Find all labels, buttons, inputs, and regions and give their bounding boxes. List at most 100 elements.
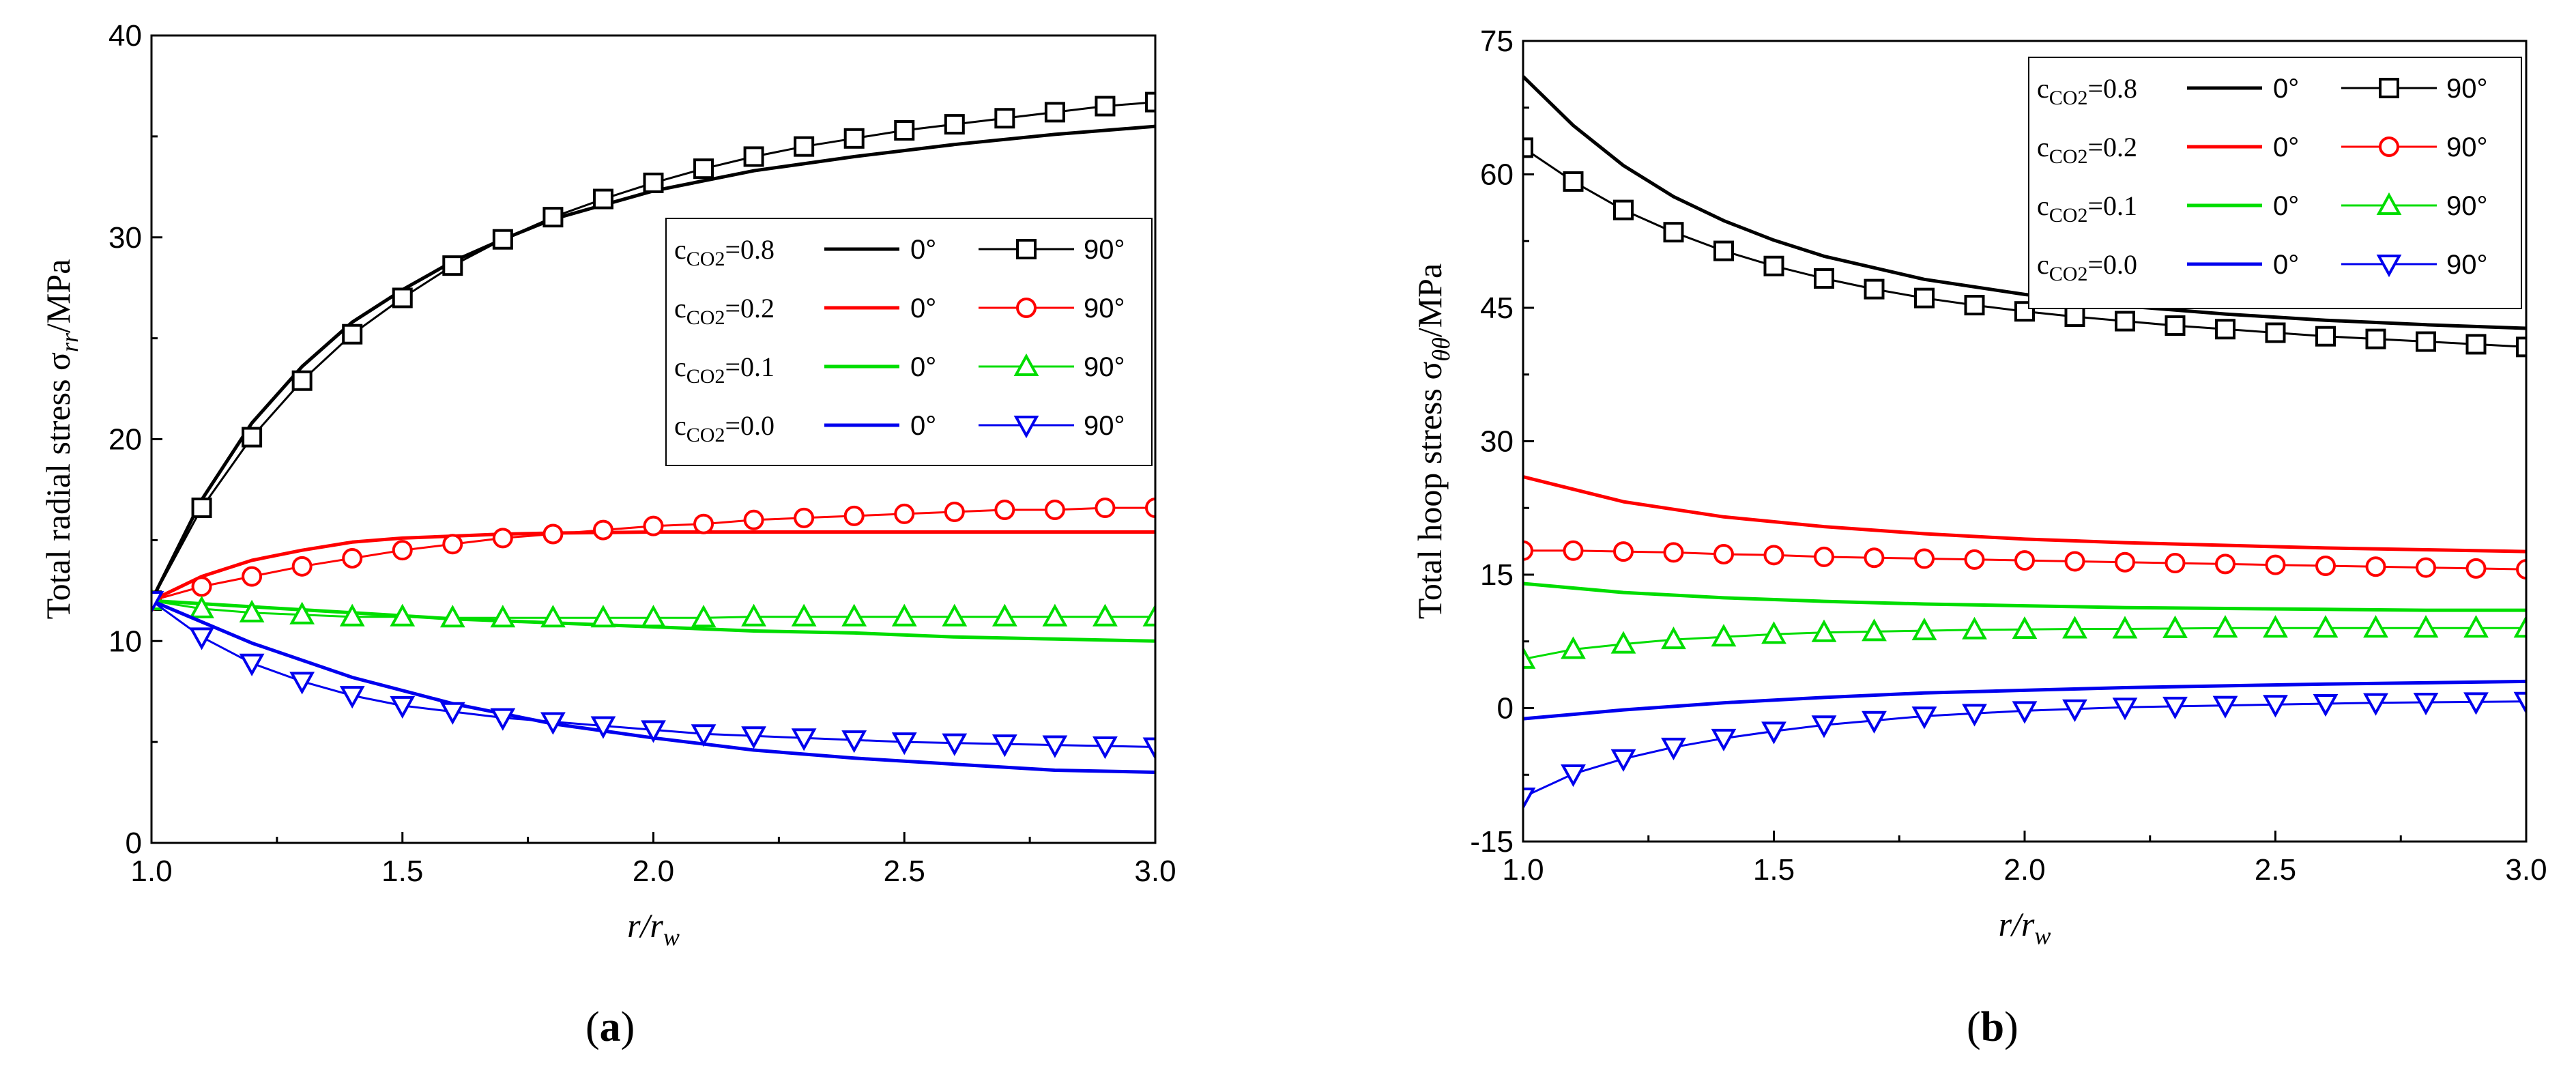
data-point-3-13 [2165,553,2186,574]
x-axis-title: r/rw [627,906,680,951]
data-point-1-2 [1613,199,1634,220]
data-point-1-5 [392,287,413,308]
data-point-3-15 [2265,554,2286,575]
x-tick-label: 3.0 [2505,853,2547,887]
data-point-3-16 [2315,555,2336,576]
data-point-3-9 [592,519,613,541]
data-point-7-8 [540,712,566,735]
data-point-1-9 [1964,295,1985,316]
data-point-7-15 [2263,695,2288,718]
y-axis-title-unit: /MPa [39,259,77,333]
panel-label: (a) [585,1004,635,1050]
data-point-5-11 [691,605,717,628]
data-point-7-12 [741,726,766,749]
legend-deg-0: 0° [2273,191,2299,221]
data-point-5-1 [189,595,214,618]
data-point-5-5 [390,603,416,627]
legend-label-base: c [674,234,686,265]
legend-deg-0: 0° [910,352,936,382]
data-point-7-1 [189,627,214,650]
y-tick-label: 40 [108,19,142,53]
data-point-5-10 [2012,616,2038,640]
x-tick-label: 1.0 [130,855,172,888]
data-point-7-10 [2012,701,2038,724]
data-point-5-19 [2463,615,2489,638]
data-point-5-8 [540,605,566,628]
data-point-1-12 [743,146,764,167]
legend-swatch-marker [1016,298,1037,318]
data-point-7-16 [2313,693,2339,717]
data-point-5-7 [1862,618,1887,642]
data-point-7-18 [2413,693,2439,716]
data-point-1-14 [843,128,865,149]
legend-label: cCO2=0.2 [2037,132,2137,168]
data-point-5-9 [1962,616,1987,640]
data-point-3-15 [894,503,915,524]
y-axis-title-base: Total radial stress σ [39,352,77,619]
data-point-3-19 [2465,558,2487,579]
data-point-5-18 [2413,615,2439,638]
data-point-5-20 [2513,615,2526,638]
data-point-7-20 [1142,737,1155,760]
data-point-7-7 [1862,710,1887,734]
legend: cCO2=0.8 0° 90°cCO2=0.2 0° 90°cCO2=0.1 0° 90°c… [665,218,1153,466]
legend-label-value: =0.2 [725,293,775,324]
data-point-5-8 [1911,617,1937,641]
data-point-3-1 [191,576,212,597]
data-point-7-14 [2212,695,2238,719]
legend-label-value: =0.2 [2087,132,2137,162]
data-point-7-13 [791,728,817,751]
data-point-3-3 [291,556,313,577]
data-point-7-19 [1092,736,1118,760]
legend-label-base: c [674,293,686,324]
legend-deg-90: 90° [2446,132,2488,162]
data-point-5-17 [992,603,1017,627]
y-tick-label: 45 [1480,291,1514,325]
data-point-3-13 [794,507,815,528]
data-point-3-7 [492,528,513,549]
x-tick-label: 2.5 [2255,853,2296,887]
data-point-7-5 [1761,721,1786,745]
data-point-1-3 [1663,222,1684,243]
legend-label-sub: CO2 [686,424,725,446]
legend-deg-0: 0° [910,235,936,265]
data-point-3-12 [2115,551,2135,573]
legend-label-value: =0.1 [725,351,775,382]
data-point-1-18 [2416,331,2436,352]
data-point-7-0 [1523,787,1536,810]
data-point-1-6 [1814,268,1834,289]
legend-label-sub: CO2 [2049,145,2088,168]
data-point-7-9 [1962,704,1987,727]
legend-deg-90: 90° [2446,250,2488,280]
legend-label: cCO2=0.1 [674,351,775,388]
data-point-1-1 [191,498,212,519]
y-tick-label: 30 [108,221,142,255]
series-line-2 [1523,475,2526,554]
x-axis-title-base: r/r [1999,905,2035,943]
data-point-5-5 [1761,621,1786,644]
y-tick-label: 20 [108,423,142,457]
data-point-3-9 [1964,549,1985,570]
x-axis-title: r/rw [1999,905,2051,949]
data-point-3-10 [643,515,664,536]
series-line-4 [1523,581,2526,612]
data-point-1-3 [291,370,313,391]
y-axis-title-sub: θθ [1428,337,1455,361]
data-point-7-19 [2463,692,2489,715]
data-point-3-17 [2365,556,2386,577]
legend-swatch-marker [1013,353,1039,376]
data-point-1-7 [1864,278,1885,300]
data-point-3-12 [743,509,764,530]
legend-label-base: c [2037,190,2049,221]
legend-swatch-marker [1016,239,1037,259]
data-point-7-0 [151,591,164,614]
x-tick-label: 2.5 [884,855,925,888]
data-point-1-17 [2365,328,2386,349]
data-point-5-9 [590,605,616,628]
data-point-5-15 [891,603,917,627]
data-point-7-11 [2062,699,2087,722]
data-point-1-10 [643,172,664,193]
legend-label-base: c [674,410,686,441]
data-point-1-16 [944,114,965,135]
data-point-5-17 [2363,615,2388,638]
